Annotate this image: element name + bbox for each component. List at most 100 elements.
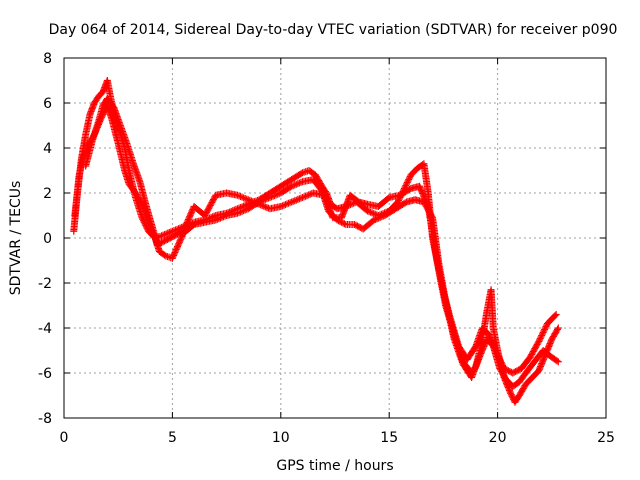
data-point <box>340 220 348 228</box>
data-point <box>249 198 257 206</box>
data-point <box>508 392 516 400</box>
data-point <box>213 215 221 223</box>
series-track-3 <box>82 95 560 377</box>
data-point <box>288 182 296 190</box>
data-point <box>237 193 245 201</box>
data-point <box>491 347 499 354</box>
data-point <box>539 329 547 336</box>
data-point <box>289 182 297 190</box>
data-point <box>376 213 384 221</box>
data-point <box>255 200 263 208</box>
data-point <box>536 335 544 342</box>
y-axis-label: SDTVAR / TECUs <box>8 181 24 296</box>
data-point <box>170 227 178 235</box>
data-point <box>240 207 248 215</box>
data-point <box>260 196 268 204</box>
data-point <box>241 194 249 202</box>
x-tick-label: 0 <box>60 430 69 446</box>
data-point <box>250 198 258 206</box>
data-point <box>215 215 223 223</box>
data-point <box>294 195 302 203</box>
data-point <box>164 229 172 237</box>
data-point <box>281 201 289 209</box>
x-tick-label: 25 <box>597 430 615 446</box>
data-point <box>238 207 246 215</box>
data-point <box>297 178 305 186</box>
x-tick-label: 5 <box>168 430 177 446</box>
data-point <box>306 190 314 198</box>
data-point <box>553 357 561 365</box>
data-point <box>538 332 546 339</box>
data-point <box>541 324 549 332</box>
data-point <box>372 215 380 223</box>
y-tick-label: 4 <box>43 141 52 157</box>
data-point <box>292 196 300 204</box>
data-point <box>493 350 501 357</box>
x-tick-label: 20 <box>489 430 507 446</box>
data-point <box>263 203 271 211</box>
data-point <box>260 202 268 210</box>
data-point <box>294 180 302 188</box>
data-point <box>405 174 413 182</box>
data-point <box>216 214 224 222</box>
data-point <box>233 209 241 217</box>
data-point <box>268 193 276 201</box>
data-point <box>162 230 170 238</box>
data-point <box>285 199 293 207</box>
data-point <box>404 177 412 185</box>
data-point <box>541 326 549 333</box>
data-point <box>238 193 246 201</box>
data-point <box>536 336 544 344</box>
data-point <box>375 214 383 222</box>
data-point <box>218 213 226 221</box>
data-point <box>233 191 241 199</box>
data-point <box>254 200 262 208</box>
data-point <box>237 208 245 216</box>
data-point <box>235 192 243 200</box>
data-point <box>220 213 228 221</box>
data-point <box>266 194 274 201</box>
data-point <box>280 201 288 209</box>
data-point <box>258 202 266 210</box>
data-point <box>370 216 378 224</box>
data-point <box>269 192 277 200</box>
data-point <box>305 191 313 199</box>
data-point <box>492 348 500 356</box>
data-point <box>261 195 269 203</box>
x-axis-label: GPS time / hours <box>276 458 393 474</box>
data-point <box>300 193 308 201</box>
data-point <box>496 357 504 365</box>
data-point <box>247 197 255 205</box>
data-point <box>246 196 254 204</box>
y-tick-label: 8 <box>43 51 52 67</box>
data-point <box>263 195 271 203</box>
data-point <box>168 227 176 235</box>
data-point <box>498 360 506 368</box>
data-point <box>542 323 550 330</box>
y-tick-label: 6 <box>43 96 52 112</box>
data-point <box>378 213 386 221</box>
data-point <box>264 194 272 202</box>
y-tick-label: -4 <box>38 321 52 337</box>
data-point <box>283 200 291 208</box>
data-point <box>535 338 543 345</box>
y-tick-label: -6 <box>38 366 52 382</box>
data-point <box>368 209 376 217</box>
data-point <box>373 215 381 223</box>
data-point <box>402 182 410 189</box>
data-point <box>298 194 306 201</box>
data-point <box>551 312 559 320</box>
data-point <box>277 203 285 210</box>
data-point <box>291 181 299 189</box>
data-point <box>272 191 280 199</box>
data-point <box>221 212 229 220</box>
grid <box>64 58 606 418</box>
data-point <box>243 195 251 203</box>
data-point <box>295 195 303 203</box>
data-point <box>240 194 248 202</box>
data-point <box>370 210 378 218</box>
y-tick-label: 2 <box>43 186 52 202</box>
data-point <box>241 206 249 214</box>
